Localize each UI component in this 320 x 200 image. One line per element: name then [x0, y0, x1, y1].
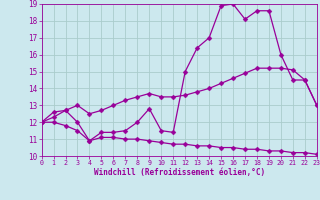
X-axis label: Windchill (Refroidissement éolien,°C): Windchill (Refroidissement éolien,°C): [94, 168, 265, 177]
